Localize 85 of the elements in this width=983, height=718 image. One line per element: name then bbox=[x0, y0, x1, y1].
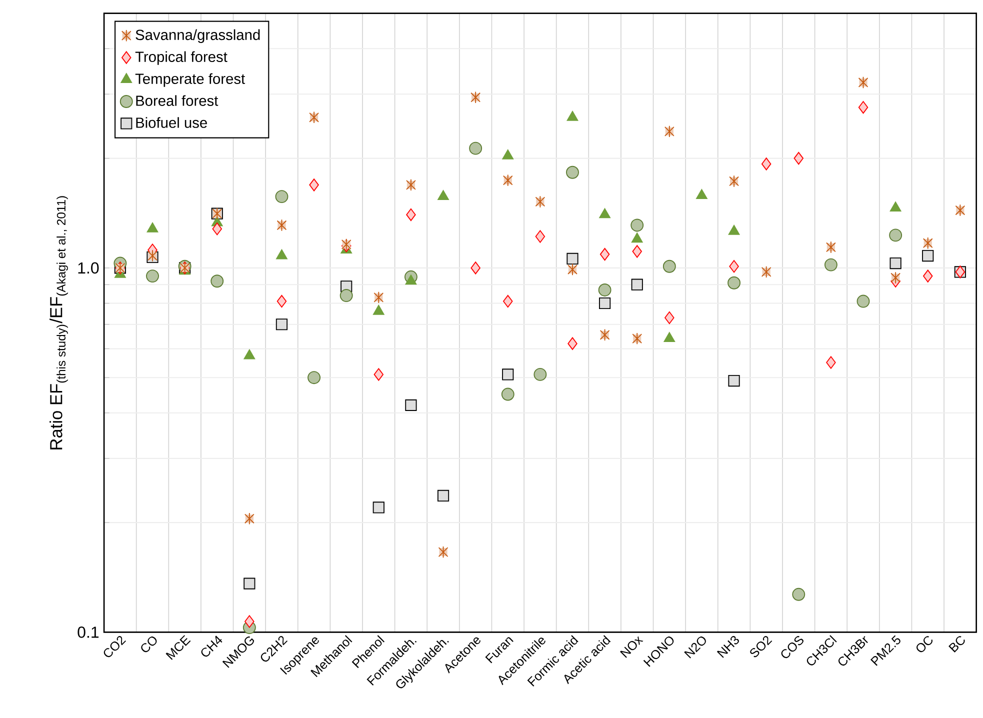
point bbox=[502, 174, 513, 187]
point bbox=[276, 318, 288, 330]
point bbox=[664, 312, 674, 324]
point bbox=[826, 356, 836, 370]
point bbox=[405, 400, 417, 412]
point bbox=[340, 289, 353, 302]
point bbox=[598, 284, 612, 297]
point bbox=[437, 490, 450, 502]
point bbox=[729, 175, 739, 188]
point bbox=[308, 371, 321, 384]
point bbox=[662, 260, 676, 274]
point bbox=[503, 295, 513, 308]
point bbox=[146, 270, 159, 283]
x-tick-label: BC bbox=[948, 636, 965, 653]
point bbox=[470, 91, 481, 104]
point bbox=[632, 245, 642, 258]
point bbox=[566, 253, 578, 265]
point bbox=[955, 204, 966, 217]
point bbox=[374, 368, 384, 382]
point bbox=[824, 258, 838, 272]
point bbox=[631, 279, 643, 291]
point bbox=[275, 190, 288, 204]
x-tick-label: OC bbox=[916, 636, 932, 652]
x-tick-label: NOx bbox=[620, 636, 644, 658]
point bbox=[889, 228, 902, 242]
point bbox=[501, 388, 514, 401]
point bbox=[568, 337, 578, 350]
legend-label: Tropical forest bbox=[135, 51, 228, 66]
point bbox=[631, 232, 643, 243]
point bbox=[276, 250, 288, 260]
point bbox=[535, 230, 546, 244]
legend-label: Biofuel use bbox=[136, 117, 207, 128]
point bbox=[244, 350, 256, 360]
point bbox=[599, 208, 610, 218]
legend-label: Savanna/grassland bbox=[136, 30, 260, 44]
x-tick-label: CO bbox=[141, 636, 157, 652]
point bbox=[858, 101, 868, 114]
point bbox=[535, 196, 546, 208]
point bbox=[600, 248, 610, 261]
point bbox=[890, 202, 902, 212]
y-tick-label: 1.0 bbox=[78, 262, 99, 274]
point bbox=[922, 270, 933, 283]
point bbox=[146, 222, 158, 233]
point bbox=[309, 178, 319, 192]
point bbox=[566, 111, 578, 122]
point bbox=[210, 274, 224, 288]
point bbox=[470, 262, 480, 274]
x-tick-label: CO2 bbox=[104, 636, 126, 658]
point bbox=[276, 295, 287, 308]
x-tick-label: SO2 bbox=[750, 636, 772, 658]
point bbox=[276, 219, 287, 232]
point bbox=[212, 222, 222, 236]
point bbox=[890, 272, 901, 284]
point bbox=[598, 298, 611, 310]
y-axis-title: $\text{Ratio EF}_{\text{(this study)}}\text{/EF}_{\text{(Akagi et al., 2011)}}$ bbox=[50, 196, 68, 450]
point bbox=[244, 578, 256, 590]
point bbox=[728, 276, 740, 290]
point bbox=[856, 295, 870, 308]
point bbox=[469, 142, 482, 156]
point bbox=[922, 250, 934, 262]
point bbox=[566, 166, 579, 180]
point bbox=[244, 615, 254, 628]
y-tick-label: 0.1 bbox=[78, 626, 99, 638]
point bbox=[630, 218, 644, 232]
point bbox=[728, 225, 740, 236]
x-tick-label: CH4 bbox=[201, 636, 222, 657]
point bbox=[729, 260, 739, 273]
point bbox=[792, 588, 806, 602]
point bbox=[406, 208, 416, 222]
point bbox=[438, 190, 449, 200]
point bbox=[372, 305, 384, 316]
point bbox=[794, 152, 804, 165]
legend-label: Temperate forest bbox=[135, 73, 246, 88]
point bbox=[696, 189, 708, 200]
point bbox=[502, 368, 514, 380]
point bbox=[826, 241, 836, 254]
point bbox=[761, 158, 772, 170]
point bbox=[534, 368, 547, 382]
point bbox=[664, 332, 676, 342]
point bbox=[728, 375, 740, 387]
point bbox=[405, 274, 417, 285]
point bbox=[890, 258, 902, 270]
point bbox=[372, 502, 384, 514]
point bbox=[502, 150, 514, 160]
legend-label: Boreal forest bbox=[136, 95, 218, 106]
